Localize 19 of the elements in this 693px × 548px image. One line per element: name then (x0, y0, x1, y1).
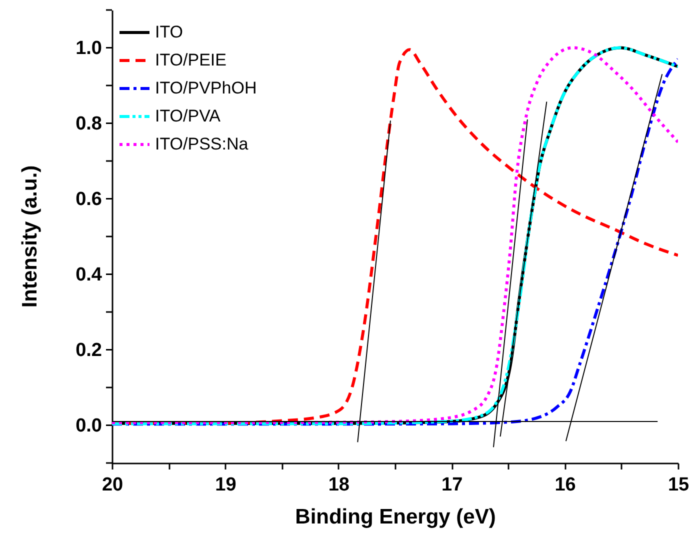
y-tick-label: 0.2 (76, 340, 102, 361)
y-tick-label: 0.6 (76, 188, 102, 210)
y-tick-label: 0.8 (76, 113, 102, 134)
x-tick-label: 20 (102, 474, 124, 496)
y-axis-title: Intensity (a.u.) (18, 165, 42, 308)
legend-label: ITO/PEIE (155, 50, 226, 70)
y-tick-label: 1.0 (76, 38, 102, 59)
x-tick-label: 19 (215, 474, 236, 496)
x-tick-label: 18 (328, 474, 350, 496)
legend-label: ITO/PSS:Na (155, 134, 249, 154)
y-tick-label: 0.4 (76, 264, 102, 286)
legend-label: ITO/PVPhOH (155, 78, 257, 98)
legend-label: ITO/PVA (155, 106, 222, 126)
x-tick-label: 17 (442, 474, 463, 496)
x-axis-title: Binding Energy (eV) (295, 506, 496, 528)
x-tick-label: 15 (668, 474, 690, 496)
y-tick-label: 0.0 (76, 415, 102, 436)
x-tick-label: 16 (554, 474, 576, 496)
legend-label: ITO (155, 22, 184, 42)
